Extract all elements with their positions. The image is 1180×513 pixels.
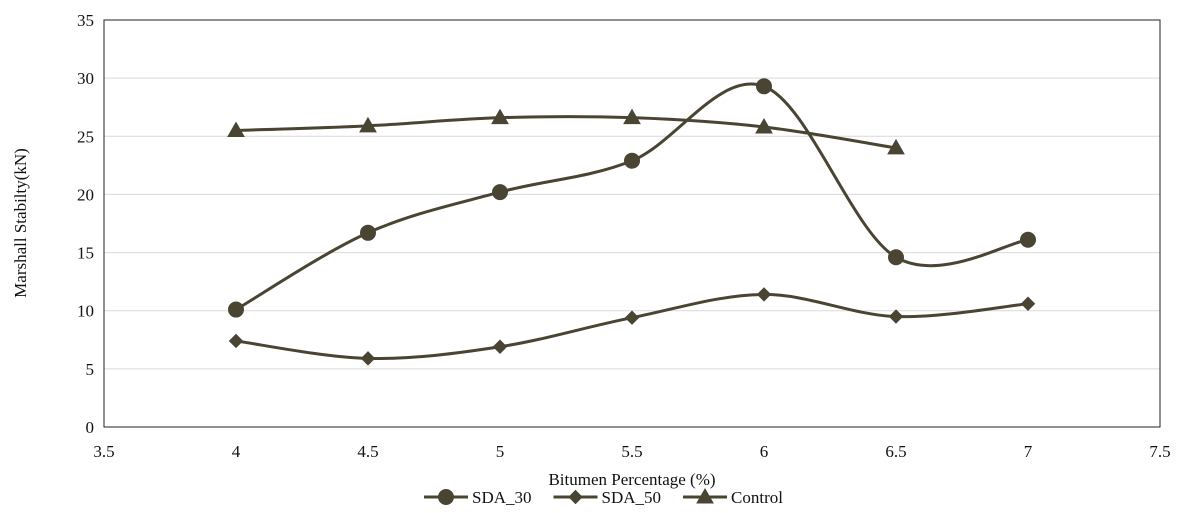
data-point-control xyxy=(755,117,773,134)
data-point-control xyxy=(887,138,905,155)
y-tick-label: 30 xyxy=(77,69,94,88)
y-tick-label: 25 xyxy=(77,127,94,146)
data-point-control xyxy=(491,108,509,125)
x-tick-label: 4 xyxy=(232,442,241,461)
data-point-control xyxy=(623,108,641,125)
data-point-sda-50 xyxy=(1020,296,1036,311)
data-point-sda-30 xyxy=(624,152,640,169)
series-sda-50 xyxy=(228,287,1036,366)
data-point-sda-50 xyxy=(360,351,376,366)
series-line-sda-50 xyxy=(235,292,1029,360)
data-point-sda-50 xyxy=(228,333,244,349)
data-point-sda-50 xyxy=(888,309,904,324)
data-point-sda-30 xyxy=(228,301,244,318)
data-point-sda-50 xyxy=(492,339,508,354)
x-tick-label: 6 xyxy=(760,442,769,461)
series-line-control xyxy=(235,115,897,150)
legend-item-sda-50: SDA_50 xyxy=(553,488,662,507)
y-tick-label: 10 xyxy=(77,302,94,321)
y-tick-label: 35 xyxy=(77,11,94,30)
legend-marker xyxy=(696,487,714,504)
x-tick-label: 7.5 xyxy=(1149,442,1170,461)
data-point-sda-30 xyxy=(1020,231,1036,248)
data-point-sda-30 xyxy=(888,249,904,266)
x-tick-label: 7 xyxy=(1024,442,1033,461)
x-tick-label: 3.5 xyxy=(93,442,114,461)
y-tick-label: 20 xyxy=(77,185,94,204)
legend-label: SDA_30 xyxy=(472,488,532,507)
data-point-sda-30 xyxy=(756,78,772,95)
data-point-control xyxy=(359,116,377,133)
grid-layer xyxy=(104,77,1160,370)
data-point-sda-50 xyxy=(756,287,772,302)
x-tick-label: 6.5 xyxy=(885,442,906,461)
tick-labels: 0 5 10 15 20 25 30 35 3.5 4 4.5 5 5.5 6 6.5 7 7.5 xyxy=(77,11,1171,461)
legend-item-sda-30: SDA_30 xyxy=(424,488,532,507)
y-axis-title: Marshall Stabilty(kN) xyxy=(11,148,30,298)
legend-marker xyxy=(568,489,583,505)
data-point-sda-30 xyxy=(492,184,508,201)
series-layer xyxy=(227,78,1036,366)
y-tick-label: 5 xyxy=(86,360,95,379)
legend: SDA_30 SDA_50 Control xyxy=(424,487,783,507)
series-control xyxy=(227,108,905,155)
plot-area-border xyxy=(103,19,1161,428)
legend-item-control: Control xyxy=(683,487,783,507)
legend-marker xyxy=(438,489,454,505)
legend-label: Control xyxy=(731,488,783,507)
y-tick-label: 0 xyxy=(86,418,95,437)
data-point-sda-30 xyxy=(360,224,376,241)
x-tick-label: 5.5 xyxy=(621,442,642,461)
data-point-sda-50 xyxy=(624,310,640,325)
x-axis-title: Bitumen Percentage (%) xyxy=(548,470,715,489)
y-tick-label: 15 xyxy=(77,244,94,263)
legend-label: SDA_50 xyxy=(602,488,662,507)
x-tick-label: 5 xyxy=(496,442,505,461)
data-point-control xyxy=(227,121,245,137)
x-tick-label: 4.5 xyxy=(357,442,378,461)
series-sda-30 xyxy=(228,78,1036,318)
